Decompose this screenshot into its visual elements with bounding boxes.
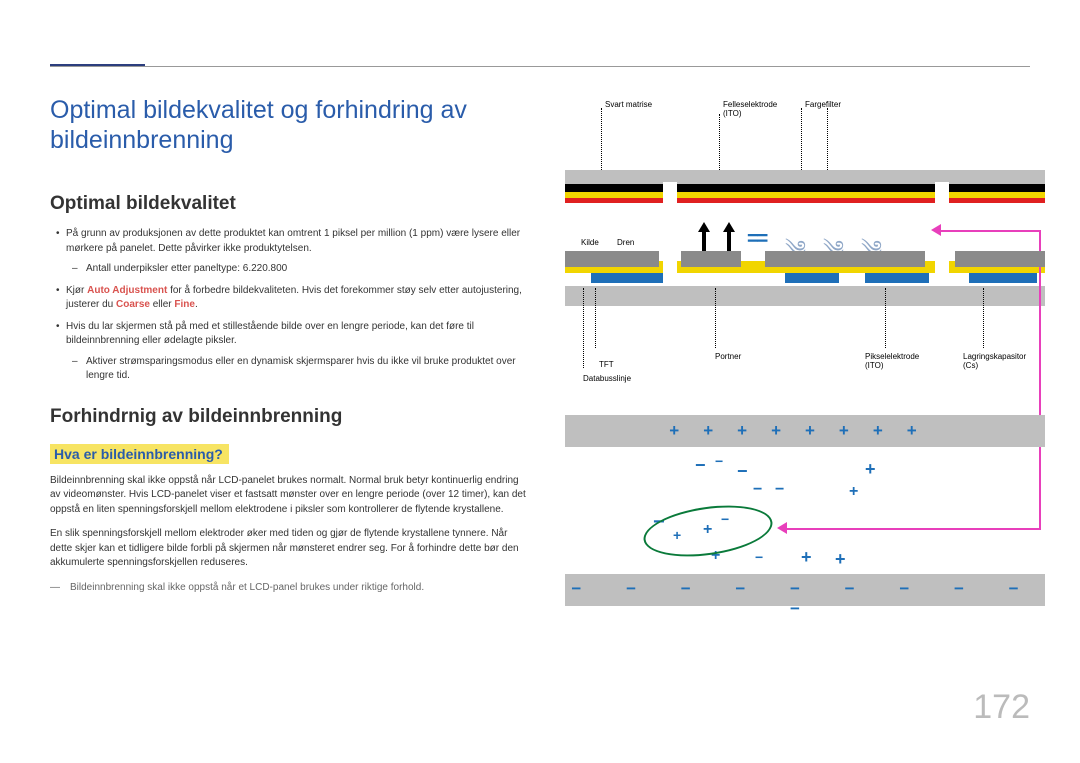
equals-icon: ==	[747, 228, 766, 251]
label-dren: Dren	[617, 238, 634, 247]
left-column: Optimal bildekvalitet og forhindring av …	[50, 95, 530, 595]
sub-list: Antall underpiksler etter paneltype: 6.2…	[66, 262, 530, 277]
tft-cross-section-diagram: Svart matrise Felleselektrode (ITO) Farg…	[565, 100, 1045, 395]
plus-icon: +	[835, 549, 846, 570]
sub-item: Aktiver strømsparingsmodus eller en dyna…	[66, 355, 530, 384]
bullet-item: Hvis du lar skjermen stå på med et still…	[50, 320, 530, 384]
minus-icon: −	[737, 461, 748, 482]
swirl-icon: ༄	[785, 224, 807, 254]
term-auto-adjustment: Auto Adjustment	[87, 285, 167, 296]
paragraph: En slik spenningsforskjell mellom elektr…	[50, 527, 530, 571]
layer-ridge	[565, 251, 659, 267]
magenta-arrowhead-icon	[931, 224, 943, 236]
gap	[935, 182, 949, 204]
label-text: Lagringskapasitor	[963, 352, 1026, 361]
label-text: Pikselelektrode	[865, 352, 919, 361]
minus-icon: −	[695, 455, 706, 476]
bullet-text: .	[195, 299, 198, 310]
plus-icon: +	[801, 547, 812, 568]
label-tft: TFT	[599, 360, 614, 369]
layer-blue-lower	[865, 273, 929, 283]
plus-icon: +	[849, 483, 858, 501]
term-fine: Fine	[174, 299, 195, 310]
paragraph: Bildeinnbrenning skal ikke oppstå når LC…	[50, 474, 530, 518]
page-number: 172	[973, 688, 1030, 727]
heading-optimal: Optimal bildekvalitet	[50, 193, 530, 215]
bullet-text: eller	[150, 299, 174, 310]
leader-line	[595, 288, 596, 348]
gap	[935, 261, 949, 285]
page-title: Optimal bildekvalitet og forhindring av …	[50, 95, 530, 155]
heading-forhindring: Forhindrnig av bildeinnbrenning	[50, 406, 530, 428]
plus-row: ++++++++	[565, 421, 1045, 441]
bullet-text: På grunn av produksjonen av dette produk…	[66, 228, 520, 254]
label-portner: Portner	[715, 352, 741, 361]
label-sub: (ITO)	[723, 109, 742, 118]
leader-line	[885, 288, 886, 348]
footnote: Bildeinnbrenning skal ikke oppstå når et…	[50, 581, 530, 596]
layer-grey-upper	[565, 170, 1045, 184]
sub-item: Antall underpiksler etter paneltype: 6.2…	[66, 262, 530, 277]
term-coarse: Coarse	[116, 299, 150, 310]
header-rule	[50, 66, 1030, 67]
bullet-list-1: På grunn av produksjonen av dette produk…	[50, 227, 530, 384]
label-sub: (Cs)	[963, 361, 978, 370]
label-svart-matrise: Svart matrise	[605, 100, 652, 109]
minus-icon: −	[755, 549, 763, 565]
swirl-icon: ༄	[823, 224, 845, 254]
label-fargefilter: Fargefilter	[805, 100, 841, 109]
label-pikselelektrode: Pikselelektrode (ITO)	[865, 352, 919, 370]
layer-blue-lower	[591, 273, 671, 283]
layer-grey-lower	[565, 286, 1045, 306]
layer-ridge	[765, 251, 925, 267]
bullet-text: Hvis du lar skjermen stå på med et still…	[66, 321, 474, 347]
gap	[663, 261, 677, 285]
minus-icon: −	[775, 481, 784, 499]
layer-ridge	[681, 251, 741, 267]
right-column: Svart matrise Felleselektrode (ITO) Farg…	[565, 100, 1045, 620]
swirl-icon: ༄	[861, 224, 883, 254]
bullet-item: Kjør Auto Adjustment for å forbedre bild…	[50, 284, 530, 313]
label-felleselektrode: Felleselektrode (ITO)	[723, 100, 777, 118]
minus-icon: −	[753, 481, 762, 499]
sub-list: Aktiver strømsparingsmodus eller en dyna…	[66, 355, 530, 384]
label-lagringskapasitor: Lagringskapasitor (Cs)	[963, 352, 1026, 370]
label-databusslinje: Databusslinje	[583, 374, 631, 383]
highlight-question: Hva er bildeinnbrenning?	[50, 444, 229, 464]
leader-line	[583, 288, 584, 368]
layer-red-upper	[565, 198, 1045, 203]
plus-icon: +	[865, 459, 876, 480]
crystal-diagram: ++++++++ − − − + − − + − + + − + − + + −…	[565, 415, 1045, 620]
leader-line	[983, 288, 984, 348]
gap	[663, 182, 677, 204]
layer-black-upper	[565, 184, 1045, 192]
minus-icon: −	[715, 453, 723, 469]
layer-blue-lower	[969, 273, 1037, 283]
bullet-text: Kjør	[66, 285, 87, 296]
label-sub: (ITO)	[865, 361, 884, 370]
minus-row: − − − − − − − − − −	[565, 579, 1045, 619]
label-kilde: Kilde	[581, 238, 599, 247]
layer-ridge	[955, 251, 1045, 267]
leader-line	[715, 288, 716, 348]
layer-blue-lower	[785, 273, 839, 283]
label-text: Felleselektrode	[723, 100, 777, 109]
magenta-connector	[939, 230, 1039, 232]
bullet-item: På grunn av produksjonen av dette produk…	[50, 227, 530, 277]
